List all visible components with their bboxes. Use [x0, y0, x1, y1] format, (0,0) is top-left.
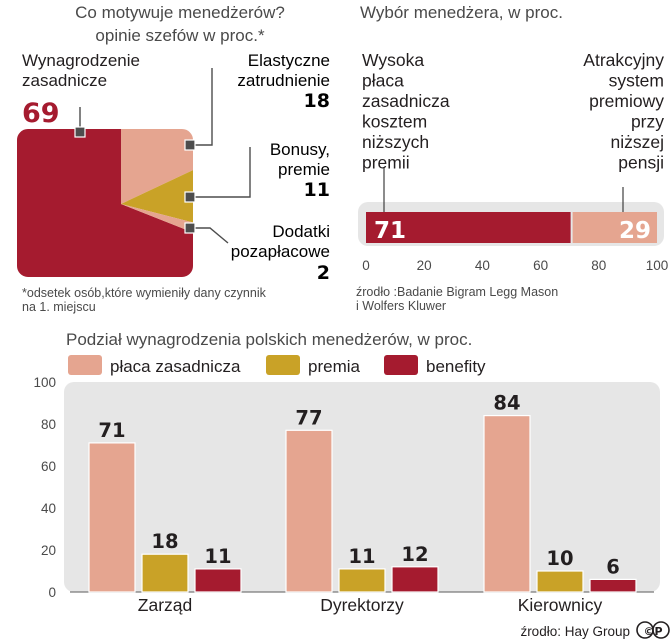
- choice-left-label-line: płaca: [362, 71, 404, 91]
- slice-value-extras: 2: [317, 262, 330, 284]
- legend-label: premia: [308, 357, 361, 376]
- choice-chart-title: Wybór menedżera, w proc.: [360, 3, 563, 22]
- slice-label-base-line1: Wynagrodzenie: [22, 51, 140, 70]
- bar-bonus: [141, 553, 189, 593]
- slice-label-flex-line1: Elastyczne: [248, 51, 330, 70]
- bar-value-label: 71: [98, 419, 125, 442]
- y-tick-label: 60: [41, 459, 56, 474]
- slice-label-extras-line1: Dodatki: [272, 222, 330, 241]
- choice-value-left: 71: [374, 218, 406, 244]
- y-tick-label: 80: [41, 417, 56, 432]
- bar-value-label: 10: [546, 547, 573, 570]
- bar-value-label: 77: [295, 406, 322, 429]
- choice-left-label: Wysokapłacazasadniczakosztemniższychprem…: [362, 50, 450, 173]
- slice-label-flex-line2: zatrudnienie: [237, 71, 330, 90]
- pie-chart-title-line1: Co motywuje menedżerów?: [75, 3, 285, 22]
- category-label: Dyrektorzy: [320, 595, 404, 615]
- leader-marker: [184, 139, 196, 151]
- bar-benefits: [391, 566, 439, 593]
- choice-tick-label: 100: [646, 258, 669, 273]
- slice-value-base: 69: [22, 98, 60, 129]
- category-label: Kierownicy: [518, 595, 603, 615]
- salary-chart-title: Podział wynagrodzenia polskich menedżeró…: [66, 330, 472, 349]
- salary-bar-chart: 0 20 40 60 80 100 71 18 11 Zarząd 77 11 12 Dyrektorzy…: [33, 375, 660, 615]
- salary-chart-source: źrodło: Hay Group: [520, 624, 630, 639]
- logo-text: ©P: [643, 625, 662, 638]
- legend-label: benefity: [426, 357, 486, 376]
- choice-right-label-line: system: [609, 71, 664, 91]
- choice-left-label-line: niższych: [362, 132, 429, 152]
- choice-source-line2: i Wolfers Kluwer: [356, 299, 446, 313]
- slice-label-bonus-line1: Bonusy,: [270, 140, 330, 159]
- choice-right-label-line: niższej: [611, 132, 665, 152]
- pie-chart-title-line2: opinie szefów w proc.*: [95, 26, 265, 45]
- choice-right-label-line: pensji: [618, 153, 664, 173]
- bar-value-label: 12: [401, 543, 428, 566]
- legend-label: płaca zasadnicza: [110, 357, 241, 376]
- choice-left-label-line: Wysoka: [362, 50, 424, 70]
- salary-split-section: Podział wynagrodzenia polskich menedżeró…: [33, 330, 670, 639]
- choice-left-label-line: premii: [362, 153, 410, 173]
- bar-base: [483, 415, 531, 593]
- leader-flex: [190, 68, 213, 146]
- leader-marker: [74, 126, 86, 138]
- choice-right-label-line: przy: [631, 112, 664, 132]
- bar-value-label: 11: [348, 545, 375, 568]
- choice-right-label-line: Atrakcyjny: [583, 50, 664, 70]
- bar-base: [285, 429, 333, 593]
- choice-tick-label: 40: [475, 258, 490, 273]
- copyright-logo: ©P: [636, 621, 670, 639]
- choice-bar-right: [572, 212, 657, 243]
- pie-chart-section: Co motywuje menedżerów? opinie szefów w …: [15, 3, 330, 314]
- bar-value-label: 11: [204, 545, 231, 568]
- choice-source-line1: źrodło :Badanie Bigram Legg Mason: [356, 285, 558, 299]
- bar-value-label: 6: [606, 555, 620, 578]
- choice-chart-section: Wybór menedżera, w proc. Wysokapłacazasa…: [356, 3, 668, 313]
- choice-tick-label: 80: [591, 258, 606, 273]
- choice-right-label-line: premiowy: [589, 91, 664, 111]
- choice-right-label: Atrakcyjnysystempremiowyprzyniższejpensj…: [583, 50, 664, 173]
- slice-value-flex: 18: [304, 90, 330, 112]
- legend-swatch: [68, 355, 102, 375]
- leader-marker: [184, 191, 196, 203]
- bar-value-label: 18: [151, 530, 178, 553]
- choice-bar-left: [366, 212, 571, 243]
- leader-extras: [190, 227, 229, 244]
- slice-value-bonus: 11: [304, 179, 330, 201]
- bar-bonus: [338, 568, 386, 593]
- pie-footnote-line2: na 1. miejscu: [22, 300, 96, 314]
- y-tick-label: 0: [48, 585, 56, 600]
- choice-tick-label: 0: [362, 258, 370, 273]
- y-tick-label: 40: [41, 501, 56, 516]
- choice-value-right: 29: [619, 218, 651, 244]
- legend-swatch: [384, 355, 418, 375]
- slice-label-bonus-line2: premie: [278, 160, 330, 179]
- choice-tick-label: 60: [533, 258, 548, 273]
- slice-label-extras-line2: pozapłacowe: [231, 242, 330, 261]
- y-tick-label: 100: [33, 375, 56, 390]
- bar-benefits: [194, 568, 242, 593]
- pie-chart: [15, 68, 251, 279]
- slice-label-base-line2: zasadnicze: [22, 71, 107, 90]
- salary-chart-legend: płaca zasadnicza premia benefity: [68, 355, 486, 376]
- bar-benefits: [589, 578, 637, 593]
- pie-slice-base: [16, 128, 194, 278]
- bar-value-label: 84: [493, 392, 520, 415]
- pie-footnote-line1: *odsetek osób,które wymieniły dany czynn…: [22, 286, 267, 300]
- choice-left-label-line: zasadnicza: [362, 91, 450, 111]
- choice-bar-chart: 71 29 0 20 40 60 80 100: [358, 168, 668, 273]
- legend-swatch: [266, 355, 300, 375]
- leader-marker: [184, 222, 196, 234]
- leader-bonus: [190, 147, 251, 198]
- choice-tick-label: 20: [417, 258, 432, 273]
- bar-base: [88, 442, 136, 593]
- choice-left-label-line: kosztem: [362, 112, 427, 132]
- category-label: Zarząd: [138, 595, 192, 615]
- bar-bonus: [536, 570, 584, 593]
- y-tick-label: 20: [41, 543, 56, 558]
